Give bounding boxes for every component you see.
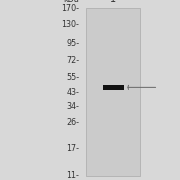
Bar: [86, 8, 140, 175]
Text: 17-: 17-: [66, 144, 79, 153]
Text: 26-: 26-: [66, 118, 79, 127]
Text: 11-: 11-: [66, 171, 79, 180]
Text: 55-: 55-: [66, 73, 79, 82]
Text: 1: 1: [110, 0, 116, 4]
Text: 72-: 72-: [66, 56, 79, 65]
Bar: [103, 85, 124, 90]
Text: 170-: 170-: [61, 4, 79, 13]
Text: kDa: kDa: [63, 0, 79, 4]
Text: 43-: 43-: [66, 88, 79, 97]
Text: 34-: 34-: [66, 102, 79, 111]
Text: 95-: 95-: [66, 39, 79, 48]
Text: 130-: 130-: [61, 20, 79, 29]
